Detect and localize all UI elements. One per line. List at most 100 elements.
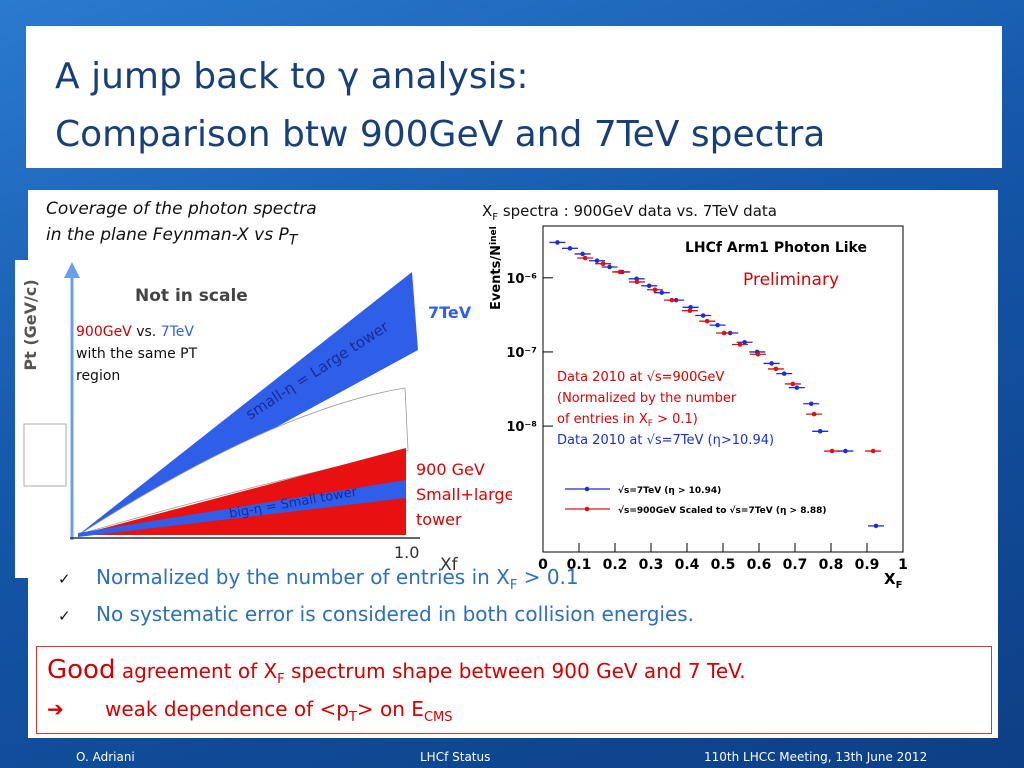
data-point: [634, 279, 640, 285]
conclusion-box: Good agreement of XF spectrum shape betw…: [36, 646, 992, 734]
data-point: [607, 264, 612, 270]
x-tick-label: 0.1: [567, 557, 592, 573]
note: of entries in XF > 0.1): [557, 412, 698, 429]
caption-sub: F: [492, 212, 499, 223]
footer-center: LHCf Status: [420, 750, 491, 764]
diagram-note: 900GeV vs. 7TeV: [76, 324, 194, 340]
conclusion-line: ➔ weak dependence of <pT> on ECMS: [47, 697, 453, 725]
conclusion-sub: F: [277, 672, 285, 687]
plot-annotation: Preliminary: [743, 270, 839, 290]
data-point: [669, 297, 675, 303]
data-point: [715, 322, 720, 328]
y-axis-label-sub: inel: [489, 226, 499, 245]
y-tick-label: 10⁻⁷: [506, 346, 537, 361]
y-tick-label: 10⁻⁸: [506, 420, 537, 435]
x-axis-label: XF: [884, 570, 902, 591]
plot-bg: [512, 222, 912, 586]
diagram-x-label: Xf: [440, 555, 459, 575]
note-text: > 0.1): [653, 412, 698, 427]
diagram-y-label: Pt (GeV/c): [21, 279, 40, 370]
conclusion-text: weak dependence of <p: [105, 697, 349, 721]
legend-marker: [584, 486, 590, 492]
caption-text: spectra : 900GeV data vs. 7TeV data: [498, 202, 777, 220]
footer-right: 110th LHCC Meeting, 13th June 2012: [704, 750, 928, 764]
diagram-x-end: 1.0: [394, 543, 419, 562]
caption-line: Coverage of the photon spectra: [46, 199, 317, 219]
data-point: [790, 381, 796, 387]
data-point: [773, 366, 779, 372]
x-axis-label-sub: F: [896, 580, 903, 591]
data-point: [737, 342, 743, 347]
legend-label: √s=900GeV Scaled to √s=7TeV (η > 8.88): [618, 505, 827, 516]
left-caption: Coverage of the photon spectra in the pl…: [46, 196, 317, 253]
note-text: of entries in X: [557, 412, 648, 427]
conclusion-text: spectrum shape between 900 GeV and 7 TeV…: [284, 659, 746, 683]
diagram-frame: [23, 423, 67, 487]
x-tick-label: 0.3: [639, 557, 664, 573]
plot-title: LHCf Arm1 Photon Like: [685, 240, 867, 256]
conclusion-arrow: ➔: [47, 697, 64, 721]
diagram-note: Not in scale: [135, 286, 248, 306]
conclusion-line: Good agreement of XF spectrum shape betw…: [47, 655, 746, 687]
x-tick-label: 0.4: [675, 557, 700, 573]
data-point: [555, 240, 560, 245]
conclusion-big: Good: [47, 655, 116, 685]
data-point: [646, 283, 652, 289]
blue-band: [78, 480, 406, 537]
note: Data 2010 at √s=7TeV (η>10.94): [557, 433, 774, 448]
bullet-text: > 0.1: [517, 565, 579, 589]
title-line: A jump back to γ analysis:: [55, 56, 529, 97]
caption-text: X: [482, 202, 493, 220]
outline-region: [79, 387, 409, 535]
data-point: [817, 428, 823, 434]
note-part: 900GeV: [76, 324, 132, 340]
check: ✓: [58, 607, 71, 625]
data-point: [652, 287, 658, 293]
check: ✓: [58, 570, 71, 588]
footer-left: O. Adriani: [76, 750, 135, 764]
red-wedge: [78, 448, 406, 535]
note-part: vs.: [132, 324, 161, 340]
caption-line: in the plane Feynman-X vs PT: [46, 222, 317, 253]
data-point: [870, 448, 876, 454]
data-point: [582, 255, 588, 261]
bullet-text: No systematic error is considered in bot…: [96, 602, 695, 626]
arrow-head: [64, 262, 80, 278]
data-point: [600, 261, 606, 267]
note: Data 2010 at √s=900GeV: [557, 370, 724, 385]
title-panel: [26, 26, 1002, 168]
x-tick-label: 0.6: [747, 557, 772, 573]
x-axis-label-text: X: [884, 570, 896, 588]
bullet: ✓ No systematic error is considered in bo…: [58, 602, 694, 626]
x-tick-label: 0.8: [819, 557, 844, 573]
plot-caption: XF spectra : 900GeV data vs. 7TeV data: [482, 202, 777, 223]
bullet-sub: F: [509, 578, 518, 593]
y-axis-label-text: Events/N: [489, 245, 504, 310]
legend-label: √s=7TeV (η > 10.94): [618, 485, 721, 496]
bullet: ✓ Normalized by the number of entries in …: [58, 565, 579, 593]
x-tick-label: 0.9: [855, 557, 880, 573]
data-point: [700, 313, 706, 318]
red-note: Small+large: [416, 485, 514, 504]
legend-marker: [584, 506, 590, 512]
x-tick-label: 0: [538, 557, 548, 573]
data-point: [755, 351, 761, 357]
data-point: [567, 246, 573, 251]
red-note: 900 GeV: [416, 460, 485, 479]
conclusion-sub: CMS: [423, 710, 453, 725]
caption-sub: T: [288, 232, 298, 249]
conclusion-text: > on E: [356, 697, 424, 721]
data-point: [769, 361, 774, 366]
data-point: [742, 339, 747, 345]
data-point: [687, 308, 693, 314]
x-tick-label: 1: [898, 557, 908, 573]
note: (Normalized by the number: [557, 391, 737, 406]
diagram-label: 7TeV: [428, 303, 472, 322]
blue-wedge: [78, 272, 418, 535]
data-point: [721, 330, 727, 336]
caption-text: in the plane Feynman-X vs P: [46, 225, 289, 245]
diagram-note: region: [76, 368, 120, 384]
title: A jump back to γ analysis: Comparison bt…: [55, 48, 825, 164]
bullet-text: Normalized by the number of entries in X: [96, 565, 510, 589]
